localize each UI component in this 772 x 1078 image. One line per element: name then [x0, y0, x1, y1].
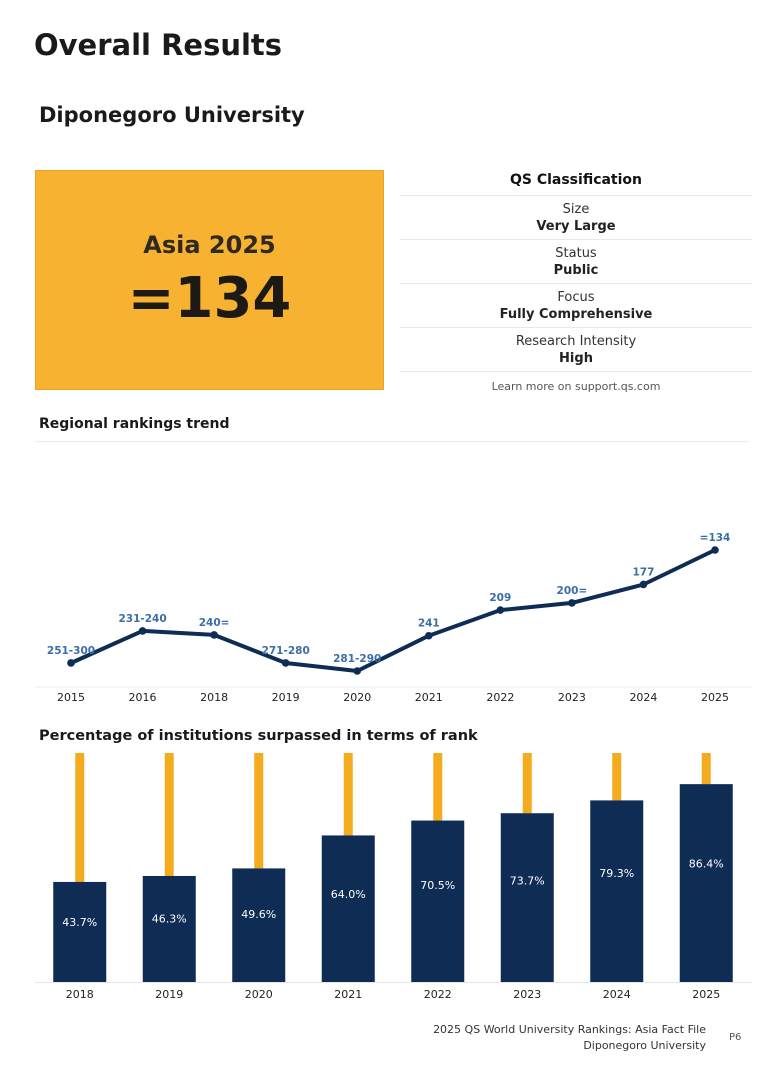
regional-rankings-line-chart: 251-300 2015 231-240 2016 240= 2018 271-280 201…	[35, 532, 752, 704]
classification-label: Size	[562, 202, 590, 217]
classification-value: Fully Comprehensive	[499, 307, 653, 322]
classification-row-research-intensity: Research Intensity High	[400, 328, 752, 372]
x-tick-label: 2016	[129, 691, 157, 704]
classification-value: High	[559, 351, 593, 366]
x-tick-label: 2025	[701, 691, 729, 704]
data-point	[281, 659, 290, 667]
x-tick-label: 2023	[513, 988, 541, 1001]
divider	[35, 441, 749, 442]
rank-region-year: Asia 2025	[143, 231, 276, 259]
data-point	[568, 599, 576, 607]
data-label: 281-290	[333, 653, 381, 665]
bar-value-label: 46.3%	[152, 912, 187, 925]
remainder-bar	[701, 753, 711, 785]
bar-value-label: 64.0%	[331, 888, 366, 901]
classification-value: Public	[553, 263, 599, 278]
bar-chart-title: Percentage of institutions surpassed in …	[39, 728, 478, 744]
trend-chart-title: Regional rankings trend	[39, 416, 230, 432]
series-line	[69, 548, 717, 673]
remainder-bar	[164, 753, 174, 876]
remainder-bar	[612, 753, 622, 801]
qs-classification-panel: QS Classification Size Very Large Status…	[400, 170, 752, 393]
classification-label: Focus	[557, 290, 595, 305]
data-point	[424, 631, 433, 640]
x-tick-label: 2018	[66, 988, 94, 1001]
data-label: 177	[632, 566, 654, 578]
x-tick-label: 2018	[200, 691, 228, 704]
data-label: 251-300	[47, 645, 95, 657]
x-tick-label: 2020	[245, 988, 273, 1001]
rank-value: =134	[127, 266, 292, 331]
data-point	[67, 659, 75, 667]
value-bar	[679, 784, 733, 982]
data-label: 200=	[557, 585, 588, 597]
bar-value-label: 79.3%	[599, 867, 634, 880]
rank-box: Asia 2025 =134	[35, 170, 384, 390]
x-tick-label: 2022	[424, 988, 452, 1001]
x-tick-label: 2015	[57, 691, 85, 704]
support-link[interactable]: Learn more on support.qs.com	[491, 380, 661, 393]
remainder-bar	[433, 753, 443, 821]
classification-value: Very Large	[536, 219, 616, 234]
classification-row-size: Size Very Large	[400, 196, 752, 240]
value-bar	[321, 835, 375, 982]
bar-value-label: 49.6%	[241, 908, 276, 921]
x-tick-label: 2021	[334, 988, 362, 1001]
data-label: 209	[489, 592, 511, 604]
data-point	[353, 667, 362, 675]
data-label: 241	[418, 618, 440, 630]
data-point	[639, 580, 648, 589]
classification-label: Status	[555, 246, 597, 261]
footer: 2025 QS World University Rankings: Asia …	[433, 1022, 706, 1054]
data-point	[210, 631, 218, 639]
value-bar	[590, 800, 644, 982]
bar-value-label: 43.7%	[62, 916, 97, 929]
remainder-bar	[254, 753, 264, 869]
data-label: =134	[700, 532, 731, 544]
footer-line: Diponegoro University	[583, 1039, 706, 1052]
data-label: 271-280	[262, 645, 310, 657]
x-tick-label: 2025	[692, 988, 720, 1001]
footer-line: 2025 QS World University Rankings: Asia …	[433, 1023, 706, 1036]
x-tick-label: 2019	[155, 988, 183, 1001]
page-title: Overall Results	[34, 28, 283, 62]
data-point	[138, 627, 147, 635]
value-bar	[500, 813, 554, 982]
university-name: Diponegoro University	[39, 103, 305, 127]
percentage-surpassed-bar-chart: 43.7% 2018 46.3% 2019 49.6% 2020 64.0% 2021 70.5…	[35, 753, 752, 1001]
classification-row-focus: Focus Fully Comprehensive	[400, 284, 752, 328]
remainder-bar	[522, 753, 532, 814]
bar-value-label: 70.5%	[420, 879, 455, 892]
value-bar	[411, 820, 465, 982]
classification-label: Research Intensity	[515, 334, 637, 349]
data-label: 231-240	[118, 613, 166, 625]
classification-title: QS Classification	[400, 170, 752, 196]
value-bar	[142, 875, 196, 982]
classification-row-status: Status Public	[400, 240, 752, 284]
remainder-bar	[75, 753, 85, 882]
remainder-bar	[343, 753, 353, 836]
page-number: P6	[729, 1032, 742, 1043]
value-bar	[53, 881, 107, 982]
x-tick-label: 2024	[629, 691, 657, 704]
data-label: 240=	[199, 617, 230, 629]
bar-value-label: 73.7%	[510, 875, 545, 888]
x-tick-label: 2022	[486, 691, 514, 704]
x-tick-label: 2024	[603, 988, 631, 1001]
data-point	[496, 606, 505, 614]
x-tick-label: 2020	[343, 691, 371, 704]
x-tick-label: 2021	[415, 691, 443, 704]
data-point	[711, 546, 719, 554]
x-tick-label: 2019	[272, 691, 300, 704]
bar-value-label: 86.4%	[689, 857, 724, 870]
value-bar	[232, 868, 286, 982]
x-tick-label: 2023	[558, 691, 586, 704]
